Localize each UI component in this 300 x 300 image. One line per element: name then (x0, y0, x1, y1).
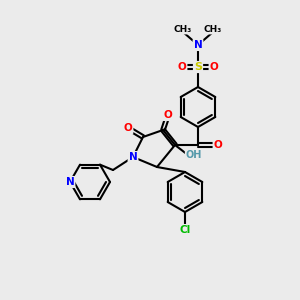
Text: Cl: Cl (179, 225, 191, 235)
Text: O: O (210, 62, 218, 72)
Text: N: N (194, 40, 202, 50)
Text: CH₃: CH₃ (174, 25, 192, 34)
Text: O: O (178, 62, 186, 72)
Text: O: O (124, 123, 132, 133)
Text: O: O (214, 140, 222, 150)
Text: S: S (194, 62, 202, 72)
Text: O: O (164, 110, 172, 120)
Text: OH: OH (186, 150, 202, 160)
Text: N: N (129, 152, 137, 162)
Text: CH₃: CH₃ (204, 25, 222, 34)
Text: N: N (66, 177, 74, 187)
